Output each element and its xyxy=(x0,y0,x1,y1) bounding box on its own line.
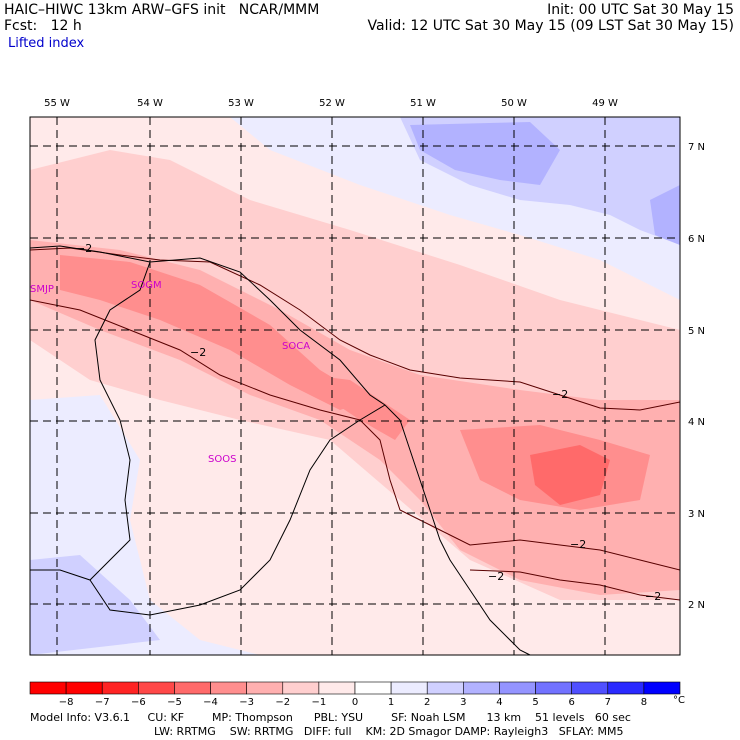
lat-label: 3 N xyxy=(688,509,705,520)
pink-band-coast xyxy=(310,375,410,440)
contour-minus2-east xyxy=(469,569,680,601)
colorbar-swatch xyxy=(318,681,356,695)
model-title: HAIC–HIWC 13km ARW–GFS init NCAR/MMM xyxy=(4,2,320,18)
colorbar-ticks: −8 −7 −6 −5 −4 −3 −2 −1 0 1 2 3 4 5 6 7 8 xyxy=(59,697,647,708)
station-smjp: SMJP xyxy=(30,284,54,295)
forecast-hour: Fcst: 12 h xyxy=(4,18,82,34)
colorbar-swatch xyxy=(29,681,67,695)
field-name: Lifted index xyxy=(8,36,85,51)
colorbar-tick-label: 5 xyxy=(532,697,538,708)
contour-label: −2 xyxy=(552,388,568,401)
contour-label: −2 xyxy=(190,346,206,359)
border-guyane-brazil xyxy=(89,404,386,616)
lat-label: 6 N xyxy=(688,234,705,245)
colorbar-tick-label: −6 xyxy=(131,697,146,708)
colorbar-tick-label: −8 xyxy=(59,697,74,708)
contour-minus2-south xyxy=(30,299,680,571)
lon-label: 52 W xyxy=(319,98,345,109)
lat-label: 2 N xyxy=(688,600,705,611)
colorbar-tick-label: 4 xyxy=(496,697,502,708)
colorbar-swatch xyxy=(463,681,500,695)
contour-label: −2 xyxy=(645,590,661,603)
lon-label: 49 W xyxy=(592,98,618,109)
colorbar-swatch xyxy=(426,681,464,695)
colorbar-swatch xyxy=(65,681,103,695)
colorbar-swatch xyxy=(174,681,211,695)
lat-label: 7 N xyxy=(688,142,705,153)
colorbar-tick-label: −3 xyxy=(239,697,254,708)
lat-labels: 7 N 6 N 5 N 4 N 3 N 2 N xyxy=(688,142,705,611)
station-soos: SOOS xyxy=(208,454,236,465)
colorbar-swatch xyxy=(390,681,428,695)
colorbar-tick-label: −1 xyxy=(312,697,327,708)
station-labels: SMJP SOGM SOCA SOOS xyxy=(30,280,310,465)
colorbar-swatch xyxy=(571,681,609,695)
pink-band-inner xyxy=(60,255,370,410)
colorbar-swatch xyxy=(282,681,320,695)
lon-label: 55 W xyxy=(44,98,70,109)
colorbar-unit: °C xyxy=(673,695,685,706)
colorbar-tick-label: 8 xyxy=(641,697,647,708)
station-sogm: SOGM xyxy=(131,280,162,291)
lon-label: 51 W xyxy=(410,98,436,109)
colorbar-tick-label: 1 xyxy=(388,697,394,708)
colorbar-tick-label: 7 xyxy=(605,697,611,708)
map-frame xyxy=(29,116,681,656)
lon-label: 54 W xyxy=(137,98,163,109)
valid-time: Valid: 12 UTC Sat 30 May 15 (09 LST Sat … xyxy=(367,18,734,34)
colorbar-tick-label: −5 xyxy=(167,697,182,708)
lat-lon-grid xyxy=(30,117,680,655)
colorbar-tick-label: −4 xyxy=(203,697,218,708)
lon-label: 53 W xyxy=(228,98,254,109)
footer-model-info: Model Info: V3.6.1 CU: KF MP: Thompson P… xyxy=(30,711,631,724)
lon-label: 50 W xyxy=(501,98,527,109)
colorbar-tick-label: 2 xyxy=(424,697,430,708)
contour-label: −2 xyxy=(570,538,586,551)
colorbar-swatch xyxy=(499,681,536,695)
shaded-field xyxy=(30,117,680,655)
colorbar-swatch xyxy=(607,681,645,695)
contour-label: −2 xyxy=(488,570,504,583)
contour-minus2 xyxy=(30,247,680,411)
colorbar xyxy=(29,681,681,695)
colorbar-swatch xyxy=(210,681,247,695)
blue-region-east xyxy=(650,185,680,245)
colorbar-swatch xyxy=(535,681,572,695)
pink-band-east-core xyxy=(530,445,610,505)
colorbar-tick-label: 0 xyxy=(352,697,358,708)
blue-region-southwest-2 xyxy=(30,555,160,655)
lat-label: 5 N xyxy=(688,326,705,337)
colorbar-tick-label: 3 xyxy=(460,697,466,708)
contour-label: −2 xyxy=(76,242,92,255)
colorbar-swatch xyxy=(138,681,175,695)
contour-labels: −2 −2 −2 −2 −2 −2 xyxy=(76,242,661,603)
colorbar-tick-label: −2 xyxy=(275,697,290,708)
lon-labels: 55 W 54 W 53 W 52 W 51 W 50 W 49 W xyxy=(44,98,618,109)
init-time: Init: 00 UTC Sat 30 May 15 xyxy=(547,2,734,18)
lat-label: 4 N xyxy=(688,417,705,428)
colorbar-tick-label: 6 xyxy=(568,697,574,708)
colorbar-swatch xyxy=(643,681,681,695)
blue-region-northeast-3 xyxy=(410,122,560,185)
colorbar-swatch xyxy=(354,681,392,695)
colorbar-swatch xyxy=(101,681,139,695)
colorbar-swatch xyxy=(246,681,284,695)
station-soca: SOCA xyxy=(282,341,310,352)
footer-physics: LW: RRTMG SW: RRTMG DIFF: full KM: 2D Sm… xyxy=(154,725,624,738)
colorbar-tick-label: −7 xyxy=(95,697,110,708)
